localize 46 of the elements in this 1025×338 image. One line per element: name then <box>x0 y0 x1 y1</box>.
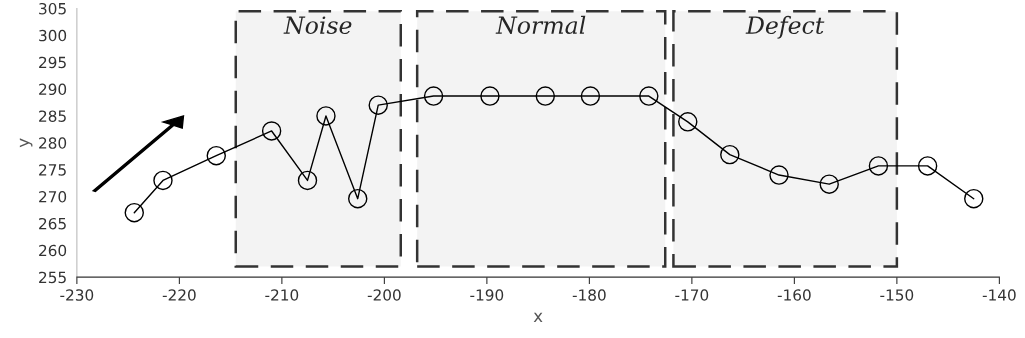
y-axis-title: y <box>19 138 33 148</box>
x-tick-label: -230 <box>60 289 94 301</box>
point <box>368 95 388 115</box>
x-tick-label: -200 <box>367 289 401 301</box>
x-axis-title: x <box>533 312 543 322</box>
point <box>316 106 336 126</box>
point <box>769 165 789 185</box>
point <box>639 86 659 106</box>
point <box>297 170 318 191</box>
point <box>261 121 282 141</box>
y-tick-label: 270 <box>39 191 67 203</box>
point <box>580 86 601 106</box>
y-tick-label: 305 <box>39 2 66 15</box>
y-tick-label: 255 <box>39 271 66 284</box>
point <box>868 156 889 176</box>
band-label: Normal <box>495 15 586 35</box>
x-tick-label: -140 <box>982 289 1016 301</box>
point <box>964 188 984 209</box>
y-tick-label: 280 <box>39 137 67 149</box>
point <box>819 174 839 194</box>
x-tick-label: -180 <box>572 289 606 301</box>
point <box>678 112 698 132</box>
y-tick-label: 285 <box>39 110 66 122</box>
y-tick-label: 300 <box>39 29 67 42</box>
x-tick-label: -220 <box>162 289 196 301</box>
point <box>423 86 444 106</box>
point <box>124 202 144 223</box>
point <box>720 144 740 165</box>
point <box>535 86 556 106</box>
band-label: Defect <box>745 15 825 39</box>
point <box>480 86 500 106</box>
y-tick-label: 275 <box>39 164 66 176</box>
x-tick-label: -160 <box>777 289 811 301</box>
point <box>917 156 938 176</box>
x-tick-label: -170 <box>675 289 709 301</box>
point <box>206 145 226 166</box>
y-tick-label: 265 <box>39 217 66 230</box>
point <box>348 188 368 209</box>
y-tick-label: 295 <box>39 56 66 69</box>
x-tick-label: -150 <box>880 289 914 301</box>
band-label: Noise <box>283 16 352 35</box>
y-tick-label: 290 <box>39 83 67 96</box>
x-tick-label: -190 <box>470 289 504 301</box>
x-tick-label: -210 <box>265 289 299 301</box>
point <box>153 170 173 191</box>
y-tick-label: 260 <box>39 244 67 257</box>
